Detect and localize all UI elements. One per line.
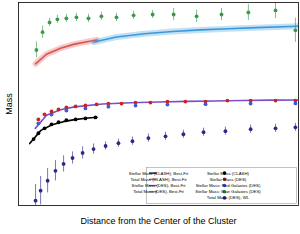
svg-text:Distance from the Center of th: Distance from the Center of the Cluster	[80, 216, 236, 226]
svg-text:Stellar Mass: Blue Galaxies (D: Stellar Mass: Blue Galaxies (DES)	[195, 189, 261, 194]
svg-text:Total Mass (CLASH), Best-Fit: Total Mass (CLASH), Best-Fit	[130, 177, 187, 182]
svg-text:Stellar Mass (CLASH): Stellar Mass (CLASH)	[207, 171, 250, 176]
svg-text:Total Mass (DES), WL: Total Mass (DES), WL	[207, 195, 250, 200]
svg-text:Stellar Mass (DES), Best-Fit: Stellar Mass (DES), Best-Fit	[132, 183, 187, 188]
svg-text:Stellar Mass (DES): Stellar Mass (DES)	[210, 177, 247, 182]
svg-text:Stellar Mass: Red Galaxies (DE: Stellar Mass: Red Galaxies (DES)	[196, 183, 261, 188]
svg-text:Total Mass (DES), Best-Fit: Total Mass (DES), Best-Fit	[133, 189, 184, 194]
svg-text:Mass: Mass	[4, 93, 14, 115]
svg-text:Stellar Mass (CLASH), Best-Fit: Stellar Mass (CLASH), Best-Fit	[129, 171, 189, 176]
